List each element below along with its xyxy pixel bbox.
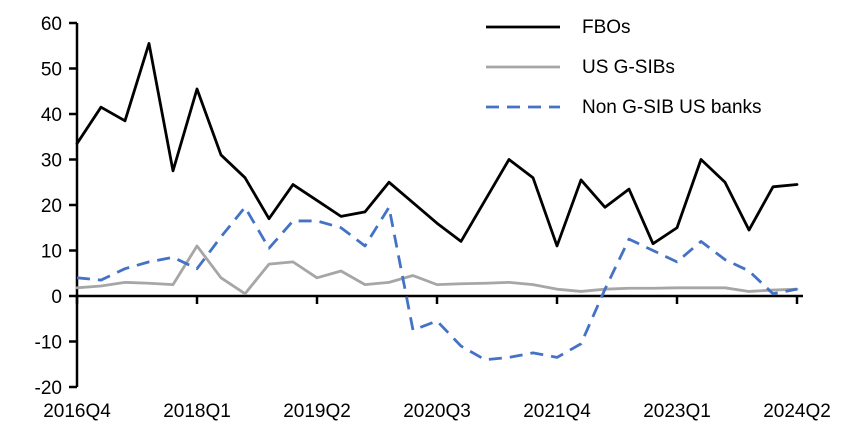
- y-tick-label: -20: [35, 378, 62, 399]
- x-tick-label: 2024Q2: [763, 401, 831, 422]
- legend-line-dashed-blue: [486, 105, 560, 109]
- y-tick-label: 10: [41, 242, 62, 263]
- series-line-non-g-sib-us-banks: [76, 205, 798, 362]
- legend-item-us-gsibs: US G-SIBs: [486, 47, 762, 87]
- x-tick-label: 2019Q2: [283, 401, 351, 422]
- x-tick-label: 2018Q1: [163, 401, 231, 422]
- y-tick-label: 0: [51, 287, 62, 308]
- y-tick-label: 20: [41, 196, 62, 217]
- legend-line-solid-gray: [486, 65, 560, 69]
- legend-label-non-gsib: Non G-SIB US banks: [582, 96, 762, 118]
- x-tick-label: 2016Q4: [43, 401, 111, 422]
- y-tick-label: 50: [41, 60, 62, 81]
- x-tick-label: 2023Q1: [643, 401, 711, 422]
- legend-label-us-gsibs: US G-SIBs: [582, 56, 675, 78]
- legend-label-fbos: FBOs: [582, 16, 631, 38]
- legend-item-fbos: FBOs: [486, 7, 762, 47]
- series-line-us-g-sibs: [75, 244, 799, 296]
- legend-item-non-gsib: Non G-SIB US banks: [486, 87, 762, 127]
- x-tick-label: 2021Q4: [523, 401, 591, 422]
- legend: FBOs US G-SIBs Non G-SIB US banks: [486, 7, 762, 127]
- x-tick-label: 2020Q3: [403, 401, 471, 422]
- y-tick-label: -10: [35, 333, 62, 354]
- y-tick-label: 60: [41, 14, 62, 35]
- y-tick-label: 40: [41, 105, 62, 126]
- y-tick-label: 30: [41, 151, 62, 172]
- legend-line-solid-black: [486, 25, 560, 29]
- series-line-fbos: [75, 42, 799, 248]
